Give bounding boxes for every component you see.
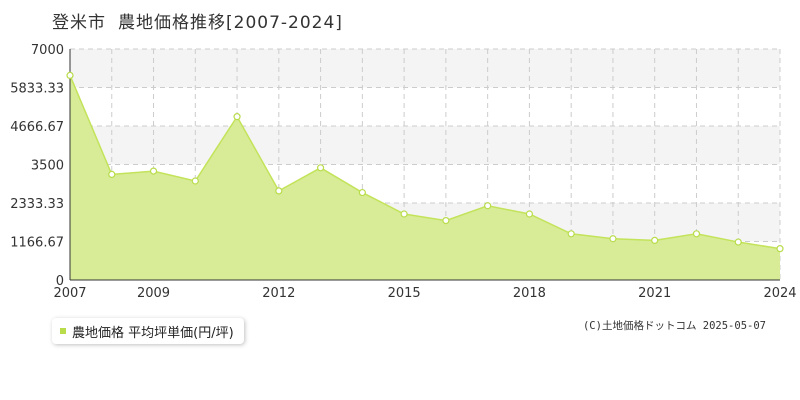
series-area [70, 75, 780, 281]
data-point [692, 230, 701, 238]
x-tick-label: 2024 [763, 286, 796, 301]
legend-swatch [60, 328, 66, 334]
grid-band [70, 49, 780, 88]
series-line [69, 75, 781, 250]
data-point [108, 170, 116, 178]
data-point [776, 245, 784, 253]
grid-band [70, 125, 780, 165]
x-tick-label: 2012 [262, 286, 295, 301]
x-tick-label: 2021 [638, 286, 671, 301]
y-tick-label: 5833.33 [10, 82, 64, 97]
data-point [400, 210, 408, 218]
x-tick-label: 2007 [53, 286, 86, 301]
title-text: 農地価格推移[2007-2024] [118, 13, 343, 33]
data-point [442, 217, 450, 225]
data-point [358, 188, 366, 197]
data-point [609, 235, 617, 243]
page-title: 登米市 農地価格推移[2007-2024] [52, 8, 343, 33]
copyright-credit: (C)土地価格ドットコム 2025-05-07 [582, 320, 766, 332]
data-point [651, 236, 659, 244]
x-tick-label: 2018 [513, 286, 546, 301]
data-point [149, 167, 158, 175]
legend-label: 農地価格 平均坪単価(円/坪) [72, 325, 234, 341]
y-tick-label: 1166.67 [10, 235, 64, 250]
data-point [525, 210, 534, 218]
legend: 農地価格 平均坪単価(円/坪) [52, 318, 244, 344]
data-point [191, 177, 199, 185]
data-point [567, 230, 575, 238]
title-city: 登米市 [52, 13, 106, 33]
y-tick-label: 2333.33 [10, 197, 64, 212]
y-tick-label: 3500 [31, 159, 64, 174]
data-point [275, 187, 283, 195]
x-tick-label: 2015 [388, 286, 421, 301]
y-tick-label: 0 [56, 274, 64, 289]
data-point [233, 113, 241, 121]
y-tick-label: 7000 [31, 43, 64, 58]
data-point [316, 164, 325, 172]
data-point [734, 238, 742, 246]
x-tick-label: 2009 [137, 286, 170, 301]
y-tick-label: 4666.67 [10, 120, 64, 135]
data-point [484, 202, 492, 210]
data-point [66, 71, 74, 80]
